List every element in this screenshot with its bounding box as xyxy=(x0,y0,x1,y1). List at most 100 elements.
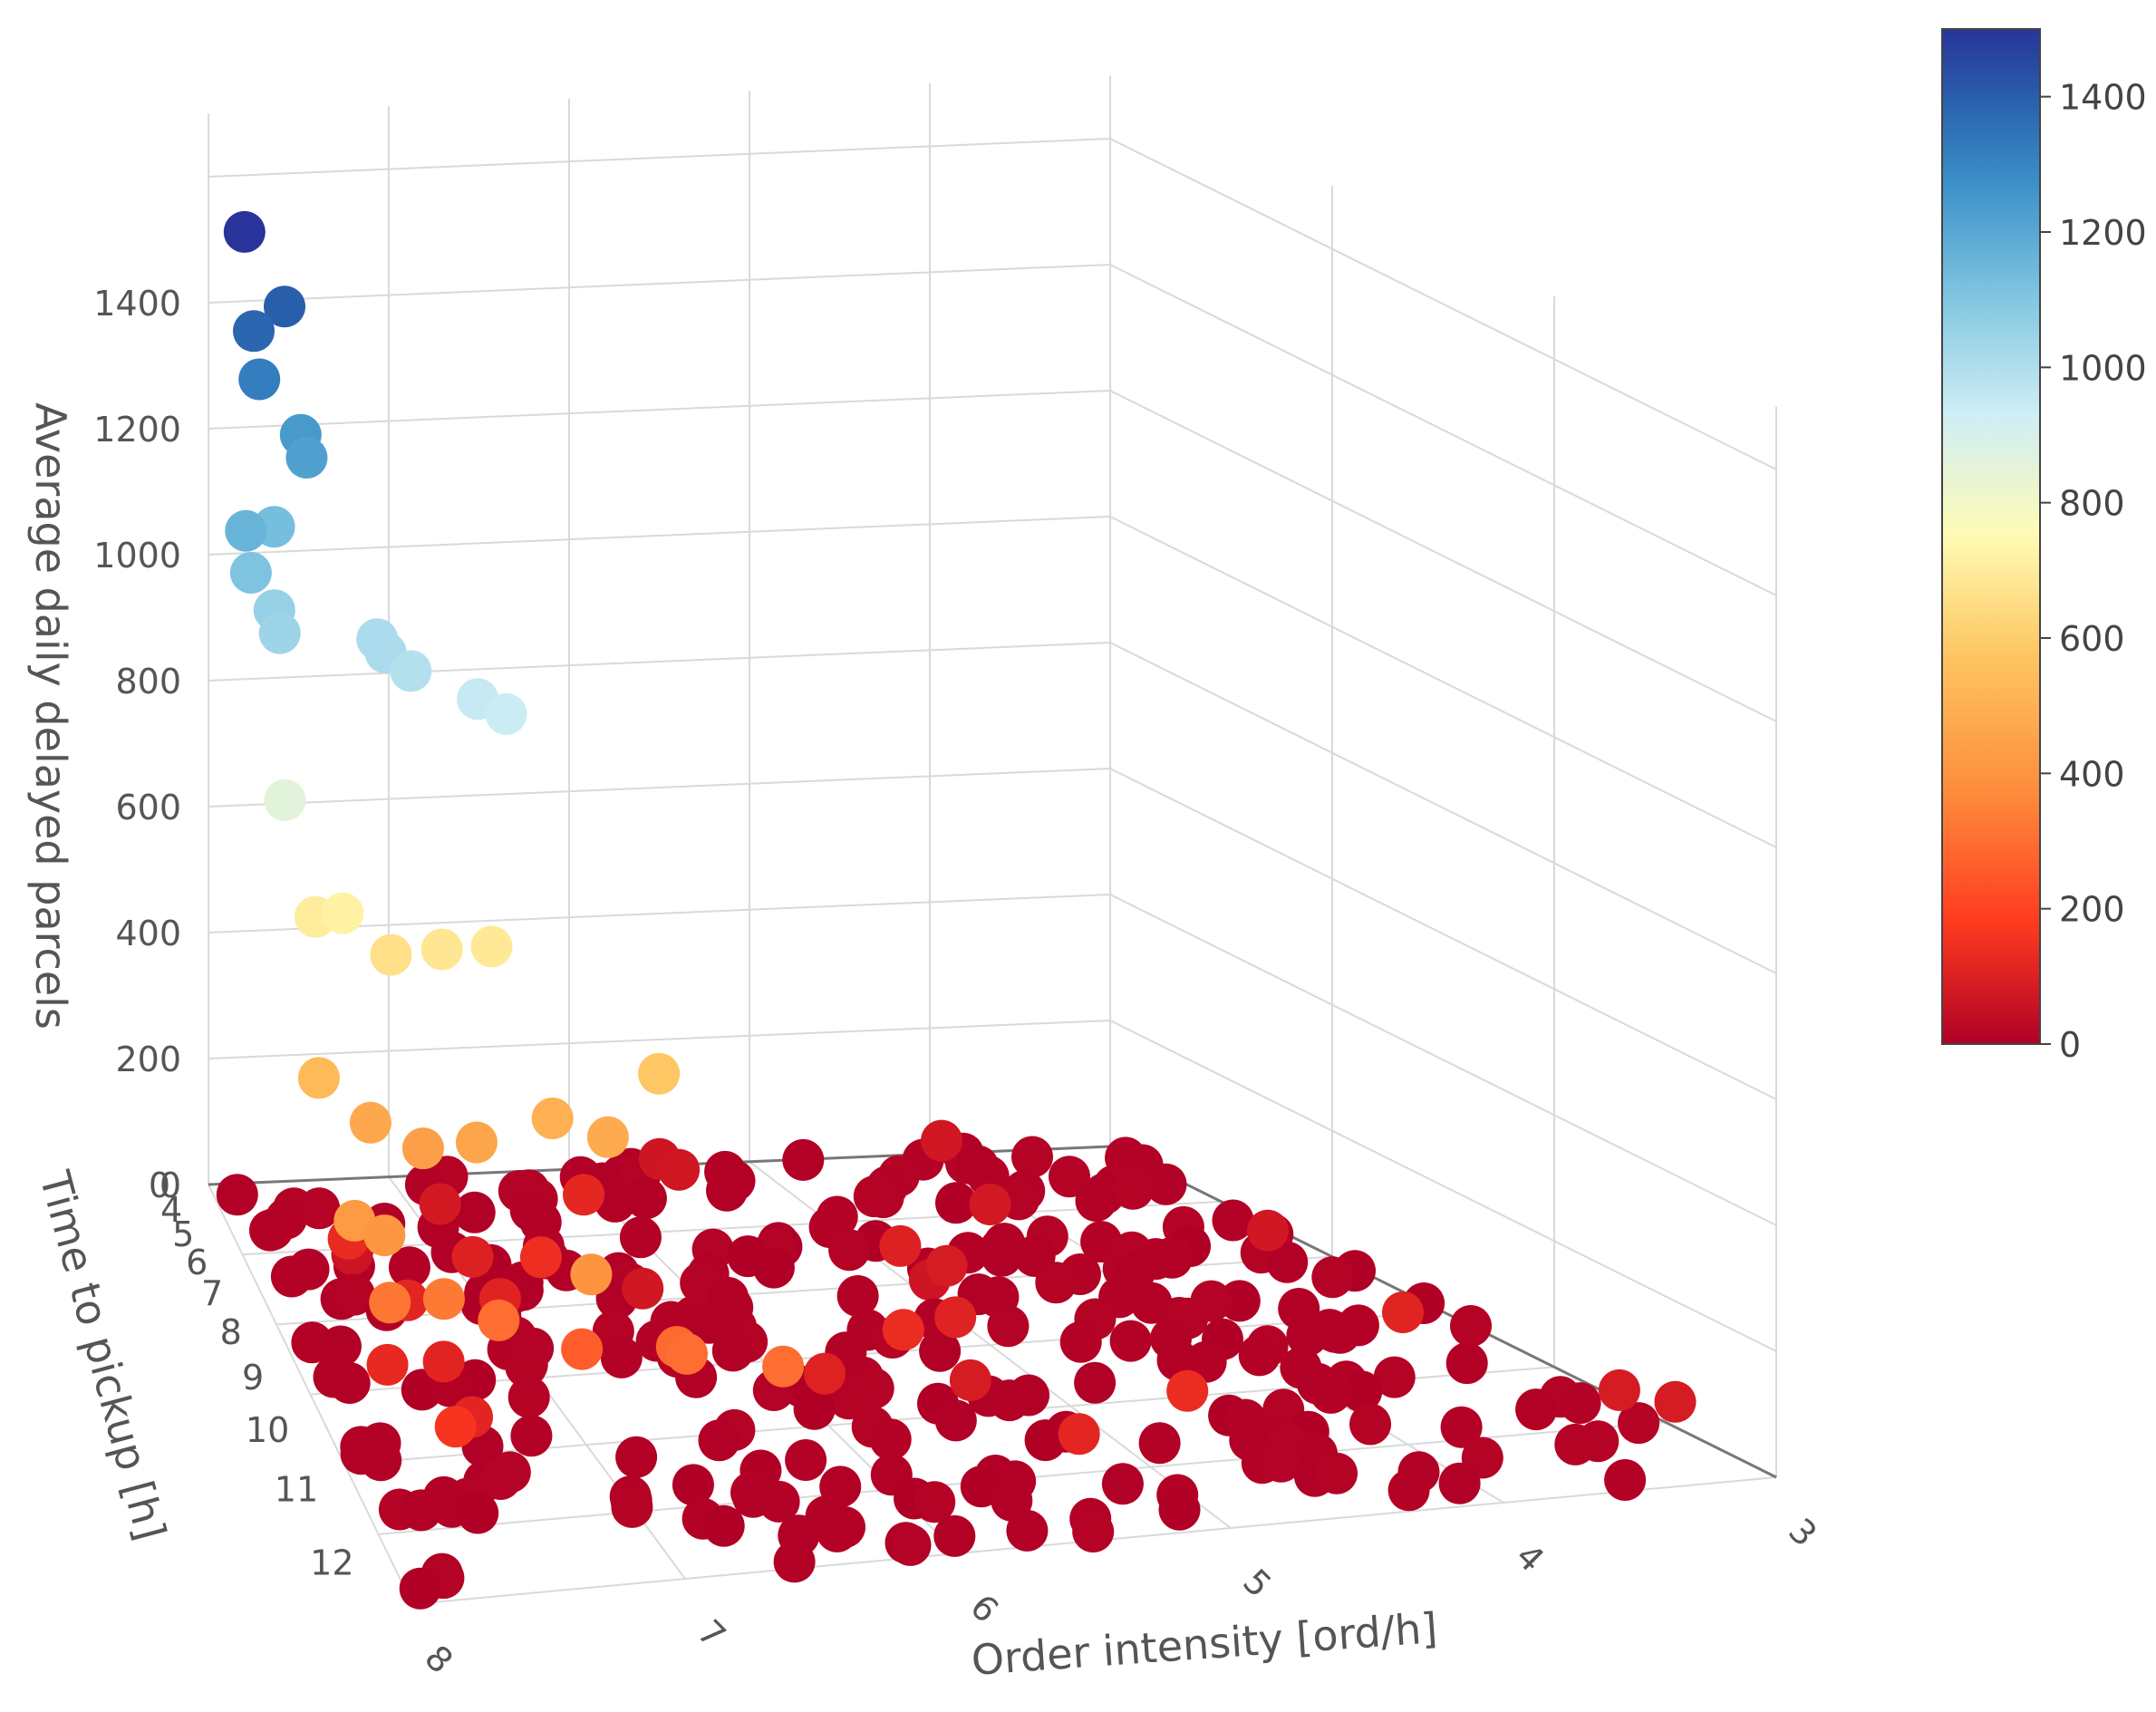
z-tick-label: 800 xyxy=(115,662,181,701)
y-tick-label: 8 xyxy=(220,1312,242,1352)
data-point xyxy=(594,1180,636,1223)
data-point xyxy=(969,1184,1011,1225)
data-point xyxy=(752,1246,795,1289)
data-point xyxy=(1559,1382,1601,1425)
data-point xyxy=(1138,1422,1181,1465)
back-wall-grid-line xyxy=(208,264,1111,304)
data-point xyxy=(611,1485,653,1528)
data-point xyxy=(333,1273,375,1316)
colorbar-tick-label: 1400 xyxy=(2059,78,2147,118)
side-wall-grid-line xyxy=(1109,516,1777,848)
data-point xyxy=(223,210,266,253)
data-point xyxy=(615,1436,658,1478)
data-point xyxy=(879,1224,922,1267)
z-axis-ticks: 0 200 400 600 800 1000 1200 1400 xyxy=(93,284,181,1205)
data-point xyxy=(479,1458,522,1500)
data-point xyxy=(434,1406,477,1448)
data-point xyxy=(1604,1459,1647,1501)
data-point xyxy=(981,1234,1023,1277)
x-tick-label: 6 xyxy=(962,1587,1006,1630)
z-tick-label: 1000 xyxy=(93,536,181,576)
x-axis-title: Order intensity [ord/h] xyxy=(970,1603,1439,1685)
data-point xyxy=(1618,1402,1660,1445)
data-point xyxy=(390,650,432,692)
data-point xyxy=(1311,1256,1354,1299)
x-tick-label: 4 xyxy=(1508,1536,1552,1580)
data-point xyxy=(229,552,272,594)
side-wall-grid-line xyxy=(1109,264,1777,596)
data-point xyxy=(238,358,281,401)
data-point xyxy=(1598,1369,1640,1411)
data-point xyxy=(889,1523,932,1566)
colorbar-tick-label: 800 xyxy=(2059,484,2125,524)
data-point xyxy=(531,1098,574,1139)
z-tick-label: 200 xyxy=(115,1040,181,1079)
data-point xyxy=(934,1296,977,1339)
data-point xyxy=(451,1235,494,1278)
data-point xyxy=(1024,1419,1067,1462)
colorbar-gradient xyxy=(1941,28,2041,1045)
data-point xyxy=(1006,1509,1049,1552)
data-point xyxy=(225,509,267,552)
data-point xyxy=(987,1305,1030,1348)
data-point xyxy=(925,1244,968,1287)
data-point xyxy=(934,1399,977,1442)
data-point xyxy=(370,933,412,976)
data-points xyxy=(216,210,1697,1610)
y-tick-label: 6 xyxy=(186,1243,208,1282)
data-point xyxy=(853,1175,895,1218)
data-point xyxy=(453,1191,496,1233)
data-point xyxy=(1382,1291,1424,1333)
data-point xyxy=(816,1510,858,1552)
x-tick-label: 5 xyxy=(1235,1562,1279,1605)
data-point xyxy=(457,1492,499,1534)
data-point xyxy=(921,1119,962,1162)
data-point xyxy=(360,1439,402,1482)
data-point xyxy=(1101,1463,1144,1505)
side-wall-grid-line xyxy=(1109,138,1777,470)
side-wall-grid-line xyxy=(1109,642,1777,974)
data-point xyxy=(622,1267,664,1310)
data-point xyxy=(1166,1369,1209,1412)
data-point xyxy=(758,1480,800,1523)
data-point xyxy=(949,1359,991,1401)
y-tick-label: 9 xyxy=(242,1358,264,1398)
data-point xyxy=(1158,1488,1201,1531)
data-point xyxy=(1319,1311,1361,1354)
data-point xyxy=(624,1177,667,1220)
data-point xyxy=(1035,1262,1078,1304)
data-point xyxy=(1373,1356,1416,1398)
data-point xyxy=(1260,1440,1302,1483)
colorbar-tick-label: 0 xyxy=(2059,1025,2081,1065)
data-point xyxy=(1445,1342,1488,1385)
data-point xyxy=(1438,1462,1481,1504)
data-point xyxy=(782,1138,825,1181)
data-point xyxy=(1246,1209,1289,1252)
colorbar-tick-label: 1200 xyxy=(2059,213,2147,253)
data-point xyxy=(421,928,463,971)
data-point xyxy=(600,1336,643,1378)
data-point xyxy=(773,1541,816,1583)
data-point xyxy=(914,1481,956,1523)
data-point xyxy=(519,1236,562,1279)
data-point xyxy=(422,1278,465,1320)
data-point xyxy=(349,1101,392,1144)
back-wall-grid-line xyxy=(208,138,1111,178)
data-point xyxy=(933,1514,976,1557)
side-wall-grid-line xyxy=(1109,768,1777,1100)
data-point xyxy=(1340,1370,1383,1413)
data-point xyxy=(1238,1334,1281,1377)
data-point xyxy=(1074,1361,1117,1404)
colorbar-ticks: 0 200 400 600 800 1000 1200 1400 xyxy=(2040,78,2147,1065)
data-point xyxy=(672,1464,714,1506)
data-point xyxy=(264,285,305,328)
floor-grid-line xyxy=(242,1200,1222,1256)
data-point xyxy=(470,925,513,968)
data-point xyxy=(401,1127,444,1170)
data-point xyxy=(478,1299,520,1341)
data-point xyxy=(1515,1388,1558,1431)
data-point xyxy=(785,1439,827,1481)
data-point xyxy=(828,1229,871,1272)
data-point xyxy=(328,1362,371,1404)
data-point xyxy=(1145,1163,1187,1205)
